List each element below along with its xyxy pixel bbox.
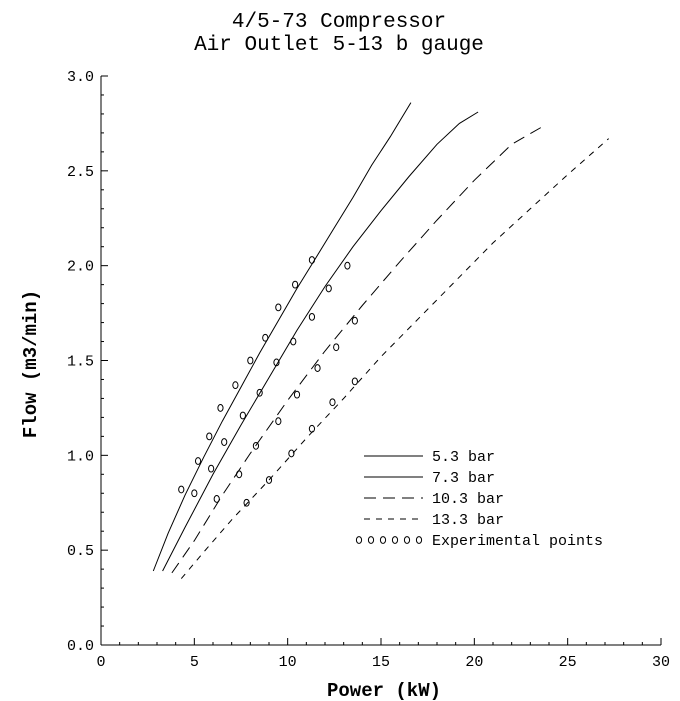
experimental-point — [206, 432, 213, 441]
y-tick-label: 0.5 — [67, 543, 94, 560]
x-tick-label: 15 — [372, 654, 390, 671]
y-axis-ticks: 0.0 0.5 1.0 1.5 2.0 2.5 3.0 — [67, 69, 108, 655]
legend-marker — [403, 536, 411, 544]
experimental-point — [256, 388, 263, 397]
experimental-point — [221, 438, 228, 446]
axes — [100, 76, 661, 646]
experimental-point — [333, 343, 340, 352]
x-tick-label: 10 — [279, 654, 297, 671]
experimental-point — [351, 316, 358, 325]
experimental-point — [308, 424, 316, 433]
experimental-point — [292, 280, 299, 289]
series-line-7-3-bar — [162, 111, 479, 572]
experimental-point — [243, 498, 250, 507]
series-layer — [152, 102, 610, 579]
experimental-point — [325, 284, 332, 293]
y-tick-label: 1.5 — [67, 354, 94, 371]
x-axis-ticks: 0 5 10 15 20 25 30 — [96, 638, 670, 671]
experimental-point — [213, 495, 220, 503]
experimental-point — [275, 303, 282, 312]
x-tick-label: 30 — [652, 654, 670, 671]
x-tick-label: 5 — [190, 654, 199, 671]
experimental-point — [265, 476, 273, 484]
experimental-point — [208, 464, 215, 473]
y-tick-label: 0.0 — [67, 638, 94, 655]
legend-label: 10.3 bar — [432, 491, 504, 508]
experimental-point — [247, 356, 254, 365]
series-experimental-points — [178, 256, 358, 507]
legend-label: 7.3 bar — [432, 470, 495, 487]
experimental-point — [232, 381, 239, 390]
experimental-point — [217, 404, 224, 412]
chart-title: 4/5-73 Compressor — [232, 11, 446, 34]
legend-marker — [415, 536, 423, 544]
y-tick-label: 3.0 — [67, 69, 94, 86]
experimental-point — [273, 358, 280, 367]
experimental-point — [314, 364, 321, 372]
legend-marker — [367, 536, 375, 544]
experimental-point — [275, 417, 282, 426]
experimental-point — [308, 256, 316, 264]
y-axis-label: Flow (m3/min) — [20, 290, 42, 438]
experimental-point — [288, 449, 295, 458]
legend: 5.3 bar 7.3 bar 10.3 bar 13.3 bar Experiment… — [355, 449, 603, 550]
experimental-point — [351, 377, 358, 386]
experimental-point — [308, 312, 316, 321]
series-line-10-3-bar — [171, 126, 542, 574]
legend-label: 13.3 bar — [432, 512, 504, 529]
x-axis-label: Power (kW) — [327, 680, 441, 701]
legend-label: 5.3 bar — [432, 449, 495, 466]
legend-marker — [355, 536, 363, 544]
experimental-point — [293, 390, 301, 399]
experimental-point — [262, 333, 269, 342]
experimental-point — [236, 470, 243, 479]
series-line-13-3-bar — [180, 138, 610, 579]
legend-label: Experimental points — [432, 533, 603, 550]
experimental-point — [178, 485, 185, 494]
experimental-point — [194, 457, 202, 465]
experimental-point — [191, 489, 198, 498]
x-tick-label: 0 — [96, 654, 105, 671]
chart-subtitle: Air Outlet 5-13 b gauge — [194, 34, 484, 57]
experimental-point — [239, 411, 246, 420]
y-tick-label: 2.0 — [67, 259, 94, 276]
x-tick-label: 20 — [465, 654, 483, 671]
experimental-point — [290, 337, 297, 346]
experimental-point — [344, 261, 351, 270]
y-tick-label: 1.0 — [67, 448, 94, 465]
experimental-point — [329, 398, 336, 407]
legend-marker — [391, 536, 399, 544]
legend-marker — [379, 536, 387, 544]
experimental-point — [252, 441, 260, 450]
series-line-5-3-bar — [152, 102, 412, 572]
y-tick-label: 2.5 — [67, 164, 94, 181]
x-tick-label: 25 — [559, 654, 577, 671]
